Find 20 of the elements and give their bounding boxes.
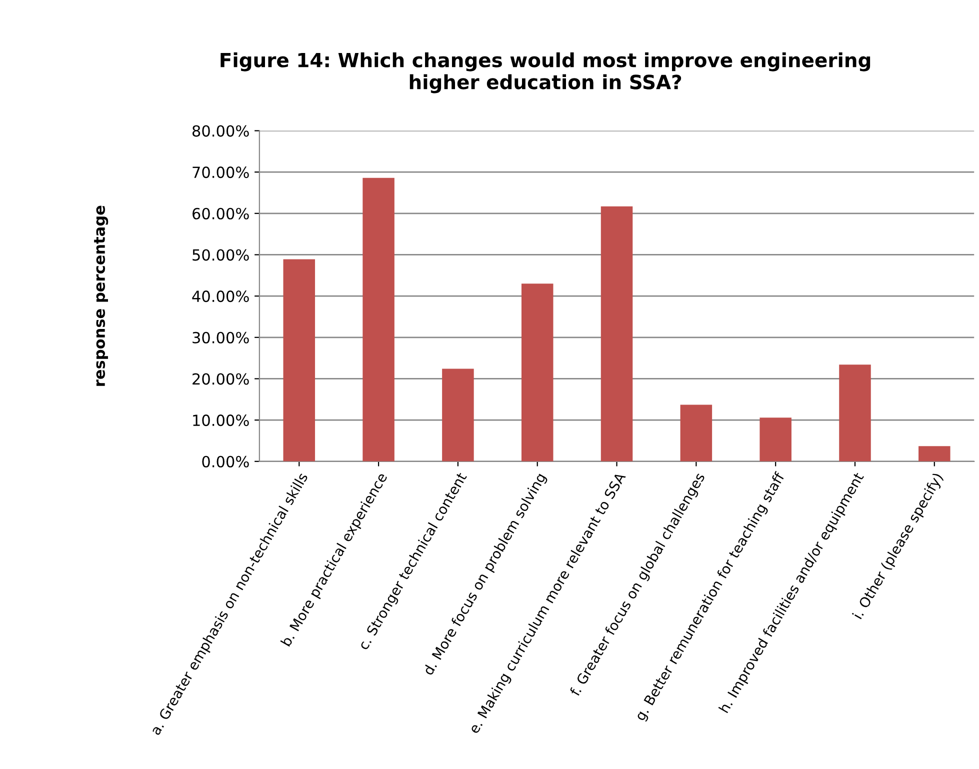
bar	[283, 259, 316, 462]
bar	[839, 364, 871, 462]
bar	[760, 418, 792, 462]
chart-title: Figure 14: Which changes would most improve engineering higher education in SSA?	[220, 52, 870, 94]
bar	[918, 446, 950, 462]
y-tick-label: 50.00%	[192, 249, 249, 261]
bar	[680, 404, 712, 462]
y-tick-label: 70.00%	[192, 166, 249, 178]
y-tick-label: 80.00%	[192, 125, 249, 137]
y-tick-label: 30.00%	[192, 332, 249, 344]
y-tick-label: 40.00%	[192, 290, 249, 302]
y-tick-label: 0.00%	[202, 456, 249, 468]
y-tick-label: 60.00%	[192, 208, 249, 220]
y-axis-title: response percentage	[94, 206, 108, 386]
bar	[362, 178, 394, 462]
y-tick-label: 10.00%	[193, 414, 249, 426]
bar	[521, 284, 554, 462]
y-tick-label: 20.00%	[192, 373, 249, 385]
bar	[600, 206, 633, 462]
bar	[442, 368, 474, 462]
